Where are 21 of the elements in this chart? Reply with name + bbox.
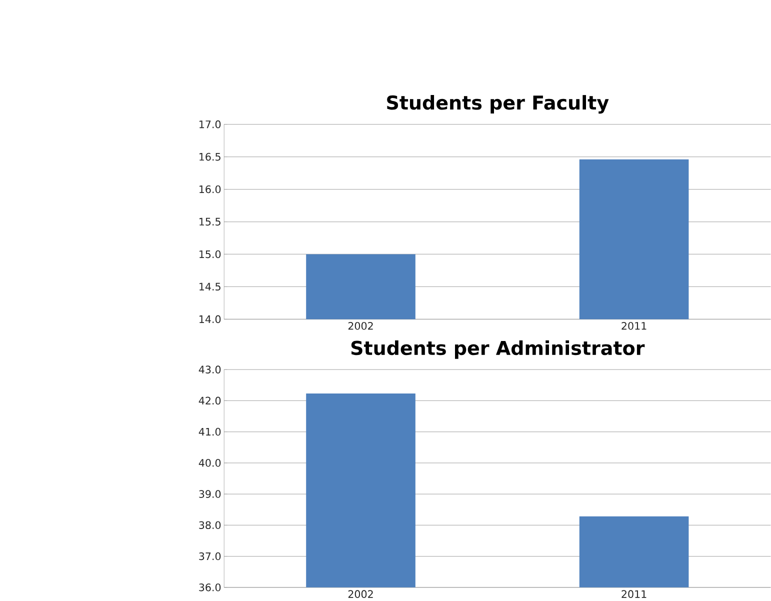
x-tick-label: 2002 — [348, 322, 373, 330]
y-tick-label: 16.0 — [200, 186, 221, 194]
x-tick-label: 2002 — [348, 590, 373, 598]
y-tick-label: 14.0 — [200, 315, 221, 324]
y-tick-label: 43.0 — [198, 366, 221, 374]
y-tick-label: 15.0 — [200, 250, 221, 258]
y-tick-label: 42.0 — [198, 396, 221, 405]
chart-title: Students per Administrator — [351, 340, 645, 360]
y-tick-label: 38.0 — [199, 521, 221, 530]
chart-title: Students per Faculty — [387, 95, 609, 114]
y-tick-label: 14.5 — [200, 283, 220, 291]
y-tick-label: 16.5 — [200, 153, 220, 161]
y-tick-label: 36.0 — [199, 584, 221, 592]
y-tick-label: 17.0 — [200, 120, 221, 128]
y-tick-label: 15.5 — [200, 218, 220, 226]
y-tick-label: 40.0 — [198, 459, 221, 467]
y-tick-label: 39.0 — [199, 490, 221, 498]
y-tick-label: 41.0 — [198, 428, 221, 436]
y-tick-label: 37.0 — [199, 552, 221, 560]
x-tick-label: 2011 — [622, 322, 646, 330]
x-tick-label: 2011 — [622, 590, 646, 598]
